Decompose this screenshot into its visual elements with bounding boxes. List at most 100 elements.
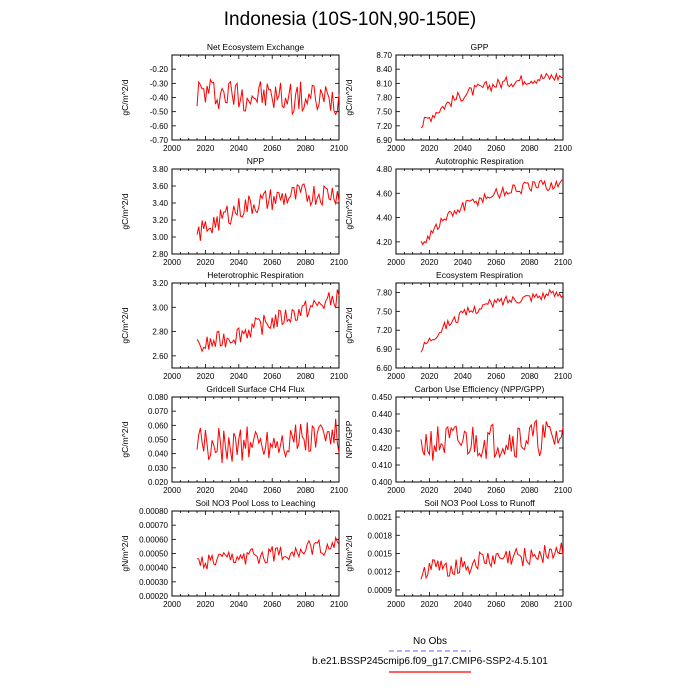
x-tick-label: 2040 <box>230 372 248 381</box>
y-axis-label: gC/m^2/d <box>344 79 354 115</box>
legend-case-label: b.e21.BSSP245cmip6.f09_g17.CMIP6-SSP2-4.… <box>312 656 548 667</box>
y-tick-label: 0.080 <box>148 393 169 402</box>
series-line <box>420 419 564 461</box>
y-tick-label: -0.70 <box>150 136 169 145</box>
x-tick-label: 2020 <box>197 372 215 381</box>
y-tick-label: 7.80 <box>376 94 392 103</box>
y-tick-label: 0.420 <box>372 444 393 453</box>
x-tick-label: 2060 <box>487 486 505 495</box>
panel-title: Net Ecosystem Exchange <box>207 42 305 52</box>
y-tick-label: 4.80 <box>376 165 392 174</box>
y-axis-label: gC/m^2/d <box>120 421 130 457</box>
y-tick-label: 0.0012 <box>368 568 393 577</box>
x-tick-label: 2100 <box>554 486 572 495</box>
y-tick-label: -0.60 <box>150 122 169 131</box>
y-tick-label: 4.60 <box>376 189 392 198</box>
x-tick-label: 2100 <box>330 486 348 495</box>
y-tick-label: 0.440 <box>372 410 393 419</box>
y-tick-label: 0.050 <box>148 436 169 445</box>
y-tick-label: 0.0018 <box>368 531 393 540</box>
x-tick-label: 2040 <box>454 600 472 609</box>
x-tick-label: 2020 <box>197 600 215 609</box>
y-tick-label: 0.00080 <box>139 507 168 516</box>
x-tick-label: 2020 <box>421 486 439 495</box>
x-tick-label: 2080 <box>521 258 539 267</box>
y-tick-label: 0.030 <box>148 464 169 473</box>
panel-title: Gridcell Surface CH4 Flux <box>206 384 305 394</box>
y-tick-label: 3.60 <box>152 182 168 191</box>
x-tick-label: 2060 <box>487 144 505 153</box>
x-tick-label: 2060 <box>487 372 505 381</box>
legend-obs-label: No Obs <box>413 636 447 647</box>
y-tick-label: -0.50 <box>150 108 169 117</box>
y-tick-label: 0.00040 <box>139 564 168 573</box>
x-tick-label: 2000 <box>387 372 405 381</box>
y-tick-label: 0.00060 <box>139 535 168 544</box>
y-tick-label: 8.70 <box>376 51 392 60</box>
x-tick-label: 2080 <box>297 372 315 381</box>
x-tick-label: 2000 <box>387 600 405 609</box>
y-tick-label: -0.30 <box>150 79 169 88</box>
series-line <box>196 418 340 464</box>
y-axis-label: gN/m^2/d <box>120 535 130 571</box>
x-tick-label: 2020 <box>421 600 439 609</box>
y-axis-label: gN/m^2/d <box>344 535 354 571</box>
y-tick-label: 0.00020 <box>139 592 168 601</box>
series-line <box>196 183 340 241</box>
x-tick-label: 2060 <box>263 372 281 381</box>
y-tick-label: 7.80 <box>376 288 392 297</box>
x-tick-label: 2100 <box>330 258 348 267</box>
panel-title: GPP <box>471 42 489 52</box>
y-tick-label: 4.40 <box>376 214 392 223</box>
x-tick-label: 2100 <box>330 600 348 609</box>
series-line <box>420 542 564 580</box>
x-tick-label: 2040 <box>230 144 248 153</box>
y-tick-label: 3.00 <box>152 303 168 312</box>
y-tick-label: 0.0021 <box>368 513 393 522</box>
x-tick-label: 2040 <box>454 486 472 495</box>
y-axis-label: NPP/GPP <box>344 420 354 458</box>
y-tick-label: 0.430 <box>372 427 393 436</box>
panel-title: Autotrophic Respiration <box>435 156 524 166</box>
figure-title: Indonesia (10S-10N,90-150E) <box>223 9 477 30</box>
x-tick-label: 2080 <box>297 486 315 495</box>
x-tick-label: 2080 <box>297 144 315 153</box>
y-tick-label: 4.20 <box>376 238 392 247</box>
y-tick-label: 0.0015 <box>368 550 393 559</box>
y-tick-label: 0.040 <box>148 450 169 459</box>
x-tick-label: 2020 <box>197 258 215 267</box>
y-tick-label: 7.20 <box>376 122 392 131</box>
panel-title: Soil NO3 Pool Loss to Runoff <box>424 498 535 508</box>
y-tick-label: 7.20 <box>376 326 392 335</box>
x-tick-label: 2060 <box>487 258 505 267</box>
y-axis-label: gC/m^2/d <box>120 307 130 343</box>
series-line <box>196 78 340 116</box>
x-tick-label: 2040 <box>230 486 248 495</box>
x-tick-label: 2000 <box>387 258 405 267</box>
y-tick-label: 3.20 <box>152 216 168 225</box>
x-tick-label: 2060 <box>263 600 281 609</box>
y-tick-label: 3.40 <box>152 199 168 208</box>
x-tick-label: 2040 <box>230 600 248 609</box>
x-tick-label: 2020 <box>421 372 439 381</box>
x-tick-label: 2040 <box>454 258 472 267</box>
series-line <box>196 289 340 353</box>
panel-title: Heterotrophic Respiration <box>207 270 304 280</box>
y-axis-label: gC/m^2/d <box>344 307 354 343</box>
x-tick-label: 2000 <box>387 486 405 495</box>
x-tick-label: 2060 <box>487 600 505 609</box>
x-tick-label: 2080 <box>521 486 539 495</box>
x-tick-label: 2020 <box>197 144 215 153</box>
x-tick-label: 2020 <box>421 144 439 153</box>
x-tick-label: 2100 <box>554 258 572 267</box>
x-tick-label: 2020 <box>197 486 215 495</box>
series-line <box>420 72 564 129</box>
x-tick-label: 2100 <box>330 372 348 381</box>
y-tick-label: 2.80 <box>152 328 168 337</box>
y-tick-label: 0.400 <box>372 478 393 487</box>
y-tick-label: 0.00030 <box>139 578 168 587</box>
y-axis-label: gC/m^2/d <box>344 193 354 229</box>
y-tick-label: 3.80 <box>152 165 168 174</box>
